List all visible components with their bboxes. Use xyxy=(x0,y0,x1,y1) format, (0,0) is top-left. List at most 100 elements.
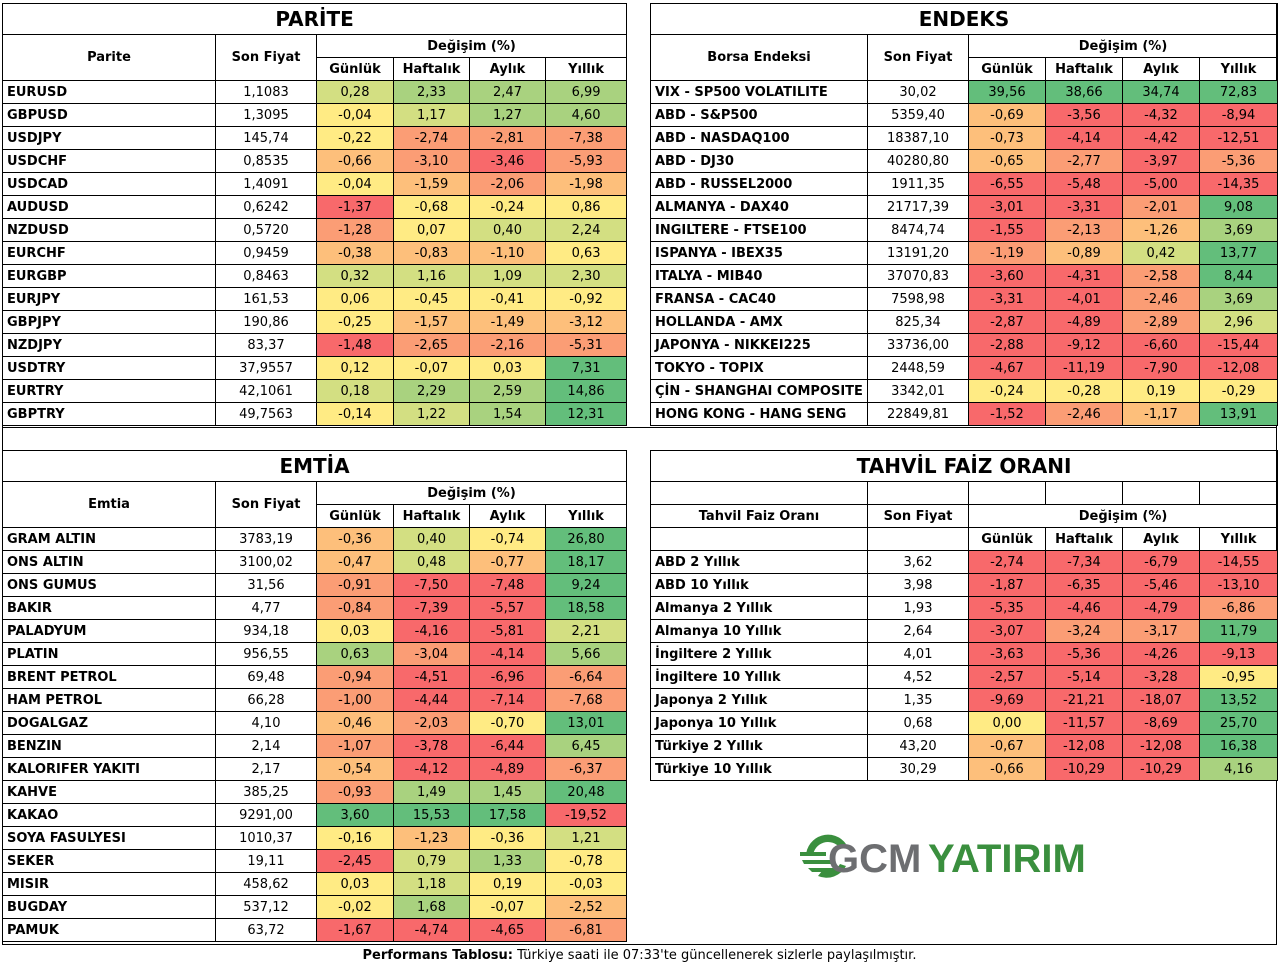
col-header-weekly: Haftalık xyxy=(393,57,470,81)
row-change-daily: -3,07 xyxy=(968,619,1046,643)
table-row: BENZIN 2,14 -1,07 -3,78 -6,44 6,45 xyxy=(2,734,628,758)
row-change-weekly: -7,34 xyxy=(1045,550,1123,574)
row-change-yearly: 12,31 xyxy=(544,402,628,426)
row-last-price: 4,01 xyxy=(867,642,969,666)
empty-cell xyxy=(1045,481,1123,505)
row-change-daily: -0,22 xyxy=(316,126,394,150)
row-change-yearly: 2,24 xyxy=(544,218,628,242)
table-row: BAKIR 4,77 -0,84 -7,39 -5,57 18,58 xyxy=(2,596,628,620)
row-change-monthly: -18,07 xyxy=(1122,688,1200,712)
row-name: USDTRY xyxy=(2,356,216,380)
row-name: KALORIFER YAKITI xyxy=(2,757,216,781)
row-change-monthly: 0,40 xyxy=(469,218,546,242)
row-change-monthly: -3,28 xyxy=(1122,665,1200,689)
parite-table: PARİTE Parite Son Fiyat Değişim (%) Günl… xyxy=(1,3,628,426)
row-last-price: 19,11 xyxy=(215,849,317,873)
table-row: NZDJPY 83,37 -1,48 -2,65 -2,16 -5,31 xyxy=(2,333,628,357)
row-change-yearly: 9,24 xyxy=(544,573,628,597)
row-name: EURJPY xyxy=(2,287,216,311)
row-change-daily: 0,28 xyxy=(316,80,394,104)
table-row: Almanya 10 Yıllık 2,64 -3,07 -3,24 -3,17 11,7… xyxy=(650,619,1278,643)
row-last-price: 18387,10 xyxy=(867,126,969,150)
row-change-daily: 0,12 xyxy=(316,356,394,380)
table-row: GBPUSD 1,3095 -0,04 1,17 1,27 4,60 xyxy=(2,103,628,127)
emtia-body: GRAM ALTIN 3783,19 -0,36 0,40 -0,74 26,80 ONS … xyxy=(2,527,628,942)
row-name: PLATIN xyxy=(2,642,216,666)
row-change-weekly: 1,49 xyxy=(393,780,470,804)
row-change-monthly: 34,74 xyxy=(1122,80,1200,104)
row-name: ABD - S&P500 xyxy=(650,103,868,127)
row-change-daily: -0,91 xyxy=(316,573,394,597)
row-last-price: 190,86 xyxy=(215,310,317,334)
row-change-weekly: 38,66 xyxy=(1045,80,1123,104)
endeks-title: ENDEKS xyxy=(649,3,1278,35)
row-change-yearly: -5,31 xyxy=(544,333,628,357)
row-change-yearly: -9,13 xyxy=(1198,642,1278,666)
row-change-daily: -0,66 xyxy=(968,757,1046,781)
row-last-price: 37,9557 xyxy=(215,356,317,380)
row-change-monthly: -3,17 xyxy=(1122,619,1200,643)
row-name: Türkiye 2 Yıllık xyxy=(650,734,868,758)
row-change-daily: -0,04 xyxy=(316,172,394,196)
row-last-price: 0,68 xyxy=(867,711,969,735)
row-change-daily: 3,60 xyxy=(316,803,394,827)
tahvil-title: TAHVİL FAİZ ORANI xyxy=(649,450,1278,482)
emtia-table: EMTİA Emtia Son Fiyat Değişim (%) Günlük… xyxy=(1,450,628,942)
row-last-price: 66,28 xyxy=(215,688,317,712)
col-header-last-price: Son Fiyat xyxy=(215,481,317,528)
row-change-monthly: -0,74 xyxy=(469,527,546,551)
row-change-monthly: -0,41 xyxy=(469,287,546,311)
table-row: SOYA FASULYESI 1010,37 -0,16 -1,23 -0,36 1,21 xyxy=(2,826,628,850)
row-change-monthly: -0,36 xyxy=(469,826,546,850)
row-name: ITALYA - MIB40 xyxy=(650,264,868,288)
row-last-price: 4,52 xyxy=(867,665,969,689)
row-name: BAKIR xyxy=(2,596,216,620)
row-last-price: 934,18 xyxy=(215,619,317,643)
table-row: KAKAO 9291,00 3,60 15,53 17,58 -19,52 xyxy=(2,803,628,827)
row-last-price: 3342,01 xyxy=(867,379,969,403)
row-change-monthly: -2,16 xyxy=(469,333,546,357)
row-change-weekly: -3,04 xyxy=(393,642,470,666)
row-change-daily: -1,87 xyxy=(968,573,1046,597)
row-last-price: 1010,37 xyxy=(215,826,317,850)
row-change-daily: -0,46 xyxy=(316,711,394,735)
row-change-weekly: 1,16 xyxy=(393,264,470,288)
row-change-daily: 0,32 xyxy=(316,264,394,288)
row-change-daily: 0,03 xyxy=(316,872,394,896)
row-change-monthly: -0,77 xyxy=(469,550,546,574)
row-name: ÇİN - SHANGHAI COMPOSITE xyxy=(650,379,868,403)
row-change-yearly: 18,17 xyxy=(544,550,628,574)
table-row: ONS ALTIN 3100,02 -0,47 0,48 -0,77 18,17 xyxy=(2,550,628,574)
row-change-monthly: -4,42 xyxy=(1122,126,1200,150)
row-change-yearly: -0,03 xyxy=(544,872,628,896)
row-change-weekly: -2,77 xyxy=(1045,149,1123,173)
table-row: Japonya 2 Yıllık 1,35 -9,69 -21,21 -18,07 13,… xyxy=(650,688,1278,712)
row-last-price: 145,74 xyxy=(215,126,317,150)
table-row: ITALYA - MIB40 37070,83 -3,60 -4,31 -2,58 8,4… xyxy=(650,264,1278,288)
row-change-yearly: 11,79 xyxy=(1198,619,1278,643)
row-change-weekly: -4,74 xyxy=(393,918,470,942)
row-change-daily: 0,06 xyxy=(316,287,394,311)
row-last-price: 0,5720 xyxy=(215,218,317,242)
table-row: İngiltere 2 Yıllık 4,01 -3,63 -5,36 -4,26 -9,… xyxy=(650,642,1278,666)
col-header-weekly: Haftalık xyxy=(1045,57,1123,81)
row-last-price: 8474,74 xyxy=(867,218,969,242)
row-change-weekly: 0,07 xyxy=(393,218,470,242)
table-row: PAMUK 63,72 -1,67 -4,74 -4,65 -6,81 xyxy=(2,918,628,942)
row-change-weekly: -4,14 xyxy=(1045,126,1123,150)
row-change-monthly: 2,47 xyxy=(469,80,546,104)
row-change-daily: 0,03 xyxy=(316,619,394,643)
row-last-price: 49,7563 xyxy=(215,402,317,426)
row-change-daily: -0,65 xyxy=(968,149,1046,173)
row-last-price: 2,64 xyxy=(867,619,969,643)
row-last-price: 458,62 xyxy=(215,872,317,896)
row-change-yearly: 0,86 xyxy=(544,195,628,219)
row-change-yearly: -14,55 xyxy=(1198,550,1278,574)
col-header-yearly: Yıllık xyxy=(544,504,628,528)
col-header-daily: Günlük xyxy=(968,57,1046,81)
row-change-monthly: 0,19 xyxy=(469,872,546,896)
row-name: GRAM ALTIN xyxy=(2,527,216,551)
row-change-monthly: 17,58 xyxy=(469,803,546,827)
gcm-yatirim-logo: GCM YATIRIM xyxy=(798,826,1118,886)
table-row: GBPJPY 190,86 -0,25 -1,57 -1,49 -3,12 xyxy=(2,310,628,334)
